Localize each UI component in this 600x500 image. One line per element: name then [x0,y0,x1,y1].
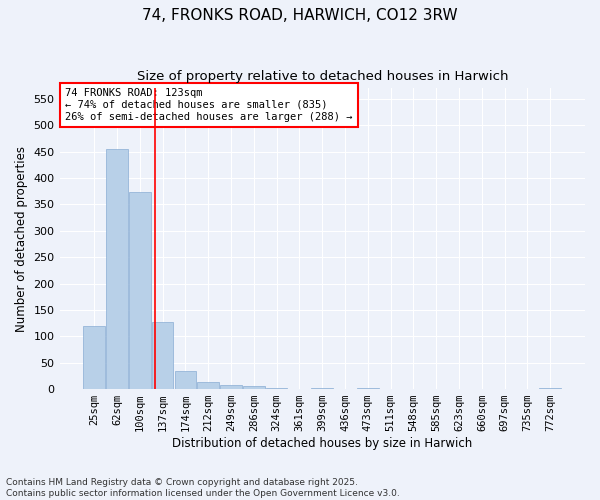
Y-axis label: Number of detached properties: Number of detached properties [15,146,28,332]
Bar [83,326,105,389]
Title: Size of property relative to detached houses in Harwich: Size of property relative to detached ho… [137,70,508,83]
Text: 74, FRONKS ROAD, HARWICH, CO12 3RW: 74, FRONKS ROAD, HARWICH, CO12 3RW [142,8,458,22]
Bar [539,388,561,389]
Bar [243,386,265,389]
X-axis label: Distribution of detached houses by size in Harwich: Distribution of detached houses by size … [172,437,472,450]
Bar [152,322,173,389]
Bar [357,388,379,389]
Bar [220,385,242,389]
Text: 74 FRONKS ROAD: 123sqm
← 74% of detached houses are smaller (835)
26% of semi-de: 74 FRONKS ROAD: 123sqm ← 74% of detached… [65,88,352,122]
Bar [266,388,287,389]
Bar [311,388,333,389]
Bar [129,192,151,389]
Bar [175,370,196,389]
Text: Contains HM Land Registry data © Crown copyright and database right 2025.
Contai: Contains HM Land Registry data © Crown c… [6,478,400,498]
Bar [197,382,219,389]
Bar [106,149,128,389]
